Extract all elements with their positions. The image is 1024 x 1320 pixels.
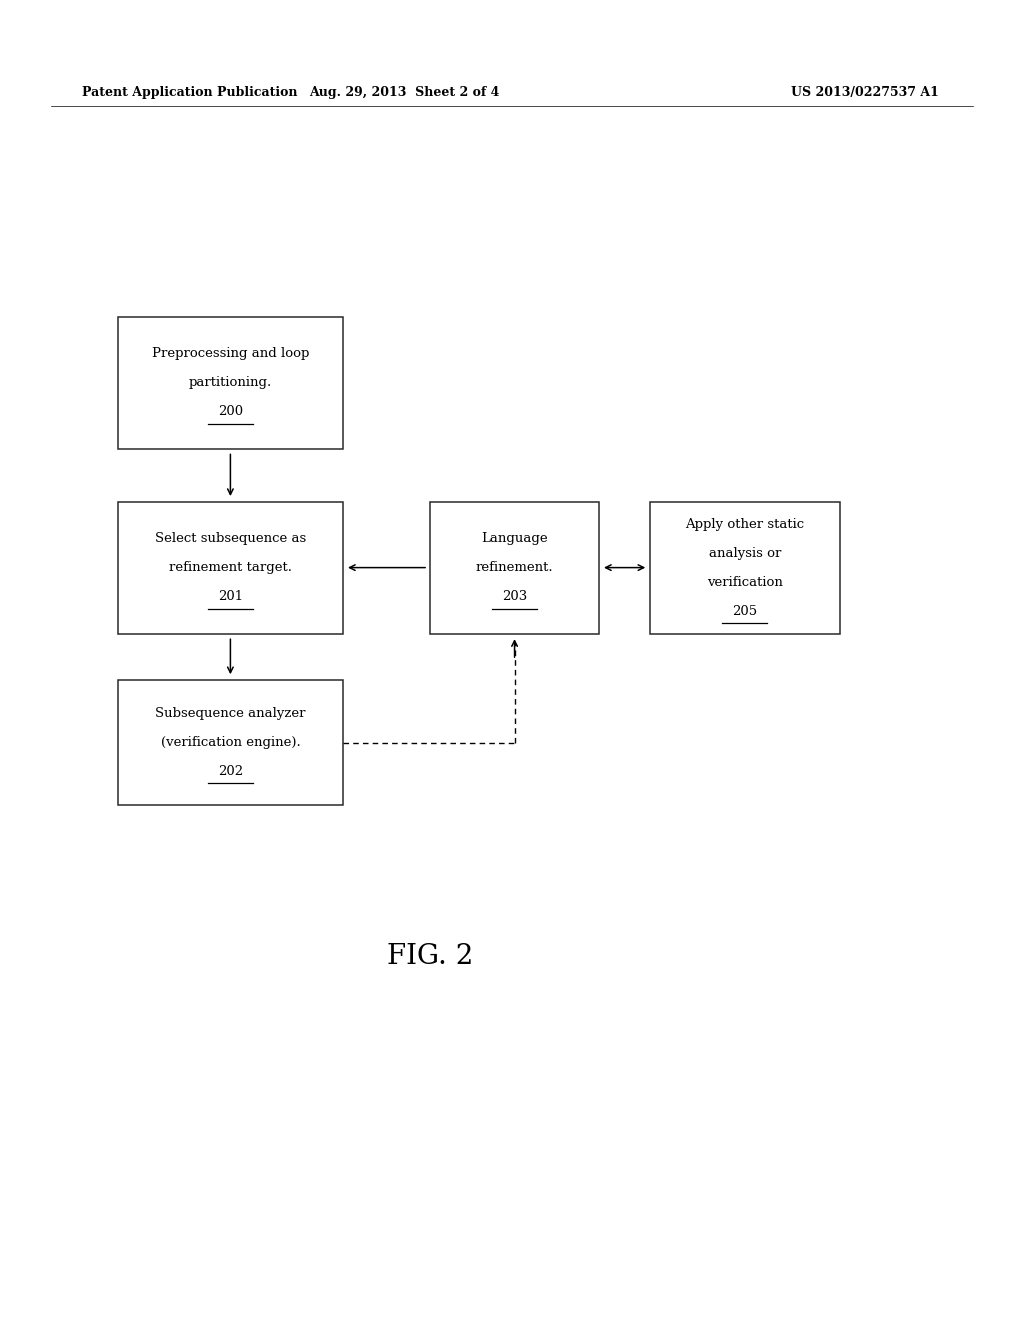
Text: refinement.: refinement. (476, 561, 553, 574)
Text: Preprocessing and loop: Preprocessing and loop (152, 347, 309, 360)
Text: US 2013/0227537 A1: US 2013/0227537 A1 (792, 86, 939, 99)
Bar (650, 502, 840, 634)
Text: Select subsequence as: Select subsequence as (155, 532, 306, 545)
Text: 203: 203 (502, 590, 527, 603)
Text: refinement target.: refinement target. (169, 561, 292, 574)
Text: Subsequence analyzer: Subsequence analyzer (156, 708, 305, 719)
Text: partitioning.: partitioning. (188, 376, 272, 389)
Text: 202: 202 (218, 766, 243, 777)
Text: Language: Language (481, 532, 548, 545)
Bar (118, 680, 343, 805)
Text: Aug. 29, 2013  Sheet 2 of 4: Aug. 29, 2013 Sheet 2 of 4 (309, 86, 500, 99)
Text: 200: 200 (218, 405, 243, 418)
Bar (430, 502, 599, 634)
Text: 201: 201 (218, 590, 243, 603)
Text: FIG. 2: FIG. 2 (387, 944, 473, 970)
Text: 205: 205 (732, 605, 758, 618)
Text: analysis or: analysis or (709, 546, 781, 560)
Text: (verification engine).: (verification engine). (161, 737, 300, 748)
Bar (118, 502, 343, 634)
Text: Patent Application Publication: Patent Application Publication (82, 86, 297, 99)
Text: Apply other static: Apply other static (685, 517, 805, 531)
Text: verification: verification (707, 576, 783, 589)
Bar (118, 317, 343, 449)
